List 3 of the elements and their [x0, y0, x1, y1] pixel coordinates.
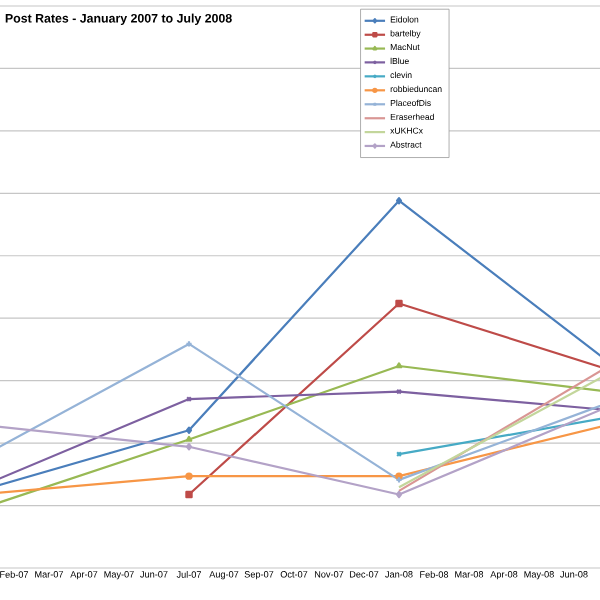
point [185, 472, 193, 480]
point [395, 299, 403, 308]
point [185, 490, 193, 499]
